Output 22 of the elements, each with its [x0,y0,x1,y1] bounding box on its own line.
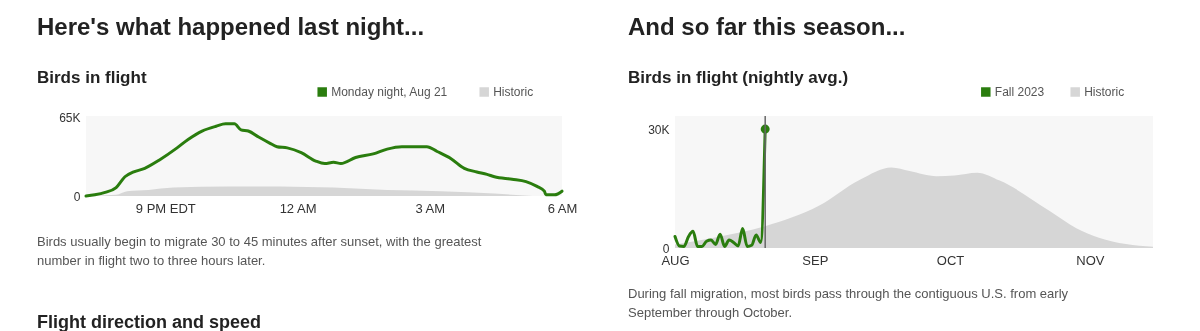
chart-subtitle: Birds in flight (nightly avg.) [628,68,849,87]
legend-label: Fall 2023 [994,85,1045,99]
chart-title: Here's what happened last night... [37,13,425,40]
legend-label: Monday night, Aug 21 [331,85,448,99]
x-tick-label: 12 AM [279,200,317,216]
legend-label: Historic [493,85,534,99]
text: Flight direction and speed [37,312,262,331]
text: Birds usually begin to migrate 30 to 45 minutes after sunset, with the greatest number in flight two to three hours later. [37,234,482,268]
y-tick-label: 65K [59,111,81,126]
chart-title: And so far this season... [628,13,906,40]
x-tick-label: NOV [1076,252,1105,268]
legend-label: Historic [1084,85,1125,99]
chart-subtitle: Birds in flight [37,68,147,87]
y-tick-label: 0 [73,189,81,204]
x-tick-label: 9 PM EDT [135,200,196,216]
x-tick-label: 6 AM [547,200,578,216]
y-tick-label: 30K [648,122,670,137]
text: During fall migration, most birds pass through the contiguous U.S. from early September through October. [628,286,1069,320]
line-series [84,122,564,198]
x-tick-label: 3 AM [415,200,446,216]
x-tick-label: SEP [802,252,829,268]
x-tick-label: OCT [936,252,965,268]
